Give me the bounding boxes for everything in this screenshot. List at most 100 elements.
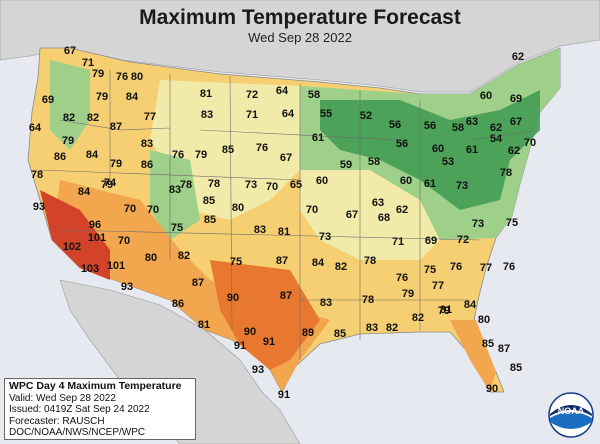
info-issued: Issued: 0419Z Sat Sep 24 2022 xyxy=(9,404,150,416)
temperature-label: 56 xyxy=(389,119,401,131)
temperature-label: 79 xyxy=(62,135,74,147)
temperature-label: 84 xyxy=(78,186,91,198)
temperature-label: 85 xyxy=(510,362,522,374)
temperature-label: 70 xyxy=(124,203,136,215)
temperature-label: 79 xyxy=(402,288,414,300)
temperature-label: 85 xyxy=(222,144,234,156)
temperature-label: 56 xyxy=(424,120,436,132)
temperature-label: 76 xyxy=(450,261,462,273)
temperature-label: 77 xyxy=(480,262,492,274)
temperature-label: 85 xyxy=(482,338,494,350)
temperature-label: 67 xyxy=(64,45,76,57)
zone-very-hot xyxy=(40,190,110,280)
gulf-water xyxy=(300,340,475,444)
zone-hot-orange xyxy=(210,260,320,370)
temperature-label: 63 xyxy=(466,116,478,128)
temperature-label: 69 xyxy=(42,94,54,106)
temperature-label: 84 xyxy=(86,149,99,161)
temperature-label: 91 xyxy=(234,340,246,352)
zone-neutral-2 xyxy=(300,170,440,260)
temperature-label: 67 xyxy=(346,209,358,221)
temperature-label: 54 xyxy=(490,133,503,145)
temperature-label: 82 xyxy=(335,261,347,273)
temperature-label: 62 xyxy=(512,51,524,63)
temperature-label: 71 xyxy=(82,57,94,69)
temperature-label: 69 xyxy=(425,235,437,247)
temperature-label: 76 xyxy=(256,142,268,154)
temperature-label: 60 xyxy=(480,90,492,102)
temperature-label: 62 xyxy=(490,122,502,134)
temperature-label: 79 xyxy=(96,91,108,103)
info-product: WPC Day 4 Maximum Temperature xyxy=(9,380,182,392)
temperature-label: 82 xyxy=(87,112,99,124)
temperature-label: 63 xyxy=(372,197,384,209)
temperature-label: 69 xyxy=(510,93,522,105)
temperature-label: 75 xyxy=(230,256,242,268)
temperature-label: 52 xyxy=(360,110,372,122)
temperature-label: 78 xyxy=(500,167,512,179)
temperature-label: 75 xyxy=(506,217,518,229)
temperature-label: 78 xyxy=(180,179,192,191)
temperature-label: 76 xyxy=(172,149,184,161)
temperature-label: 90 xyxy=(486,383,498,395)
info-valid: Valid: Wed Sep 28 2022 xyxy=(9,392,116,404)
temperature-label: 85 xyxy=(334,328,346,340)
temperature-label: 86 xyxy=(141,159,153,171)
temperature-label: 76 xyxy=(503,261,515,273)
temperature-label: 80 xyxy=(478,314,490,326)
temperature-label: 90 xyxy=(244,326,256,338)
temperature-label: 82 xyxy=(178,250,190,262)
noaa-logo-text: NOAA xyxy=(558,406,585,416)
temperature-label: 87 xyxy=(498,343,510,355)
zone-west-green xyxy=(50,60,90,150)
temperature-label: 102 xyxy=(63,241,81,253)
temperature-label: 85 xyxy=(204,214,216,226)
temperature-label: 79 xyxy=(92,68,104,80)
temperature-label: 85 xyxy=(203,195,215,207)
temperature-label: 83 xyxy=(320,297,332,309)
temperature-label: 60 xyxy=(400,175,412,187)
temperature-label: 87 xyxy=(110,121,122,133)
temperature-label: 70 xyxy=(147,204,159,216)
temperature-label: 84 xyxy=(464,299,477,311)
temperature-label: 76 xyxy=(116,71,128,83)
temperature-label: 86 xyxy=(54,151,66,163)
temperature-label: 81 xyxy=(198,319,210,331)
temperature-label: 96 xyxy=(89,219,101,231)
temperature-label: 101 xyxy=(107,260,125,272)
temperature-label: 79 xyxy=(195,149,207,161)
temperature-label: 64 xyxy=(276,85,289,97)
temperature-label: 75 xyxy=(424,264,436,276)
temperature-label: 89 xyxy=(302,327,314,339)
zone-cool-green xyxy=(320,90,540,210)
temperature-label: 79 xyxy=(101,179,113,191)
temperature-label: 72 xyxy=(457,234,469,246)
temperature-label: 80 xyxy=(145,252,157,264)
info-agency: DOC/NOAA/NWS/NCEP/WPC xyxy=(9,427,146,439)
noaa-logo-icon: NOAA xyxy=(548,392,594,438)
temperature-label: 83 xyxy=(141,138,153,150)
temperature-label: 70 xyxy=(266,181,278,193)
temperature-label: 82 xyxy=(412,312,424,324)
temperature-label: 91 xyxy=(263,336,275,348)
temperature-label: 78 xyxy=(362,294,374,306)
temperature-label: 73 xyxy=(245,179,257,191)
mexico-land xyxy=(59,279,301,444)
temperature-label: 86 xyxy=(172,298,184,310)
temperature-label: 61 xyxy=(424,178,436,190)
temperature-label: 93 xyxy=(33,201,45,213)
temperature-label: 75 xyxy=(171,222,183,234)
temperature-label: 78 xyxy=(208,178,220,190)
temperature-label: 62 xyxy=(396,204,408,216)
temperature-label: 79 xyxy=(438,305,450,317)
temperature-label: 70 xyxy=(306,204,318,216)
temperature-label: 74 xyxy=(104,177,117,189)
temperature-label: 83 xyxy=(201,109,213,121)
temperature-label: 64 xyxy=(282,108,295,120)
temperature-label: 73 xyxy=(456,180,468,192)
temperature-label: 93 xyxy=(252,364,264,376)
temperature-label: 64 xyxy=(29,122,42,134)
temperature-label: 60 xyxy=(432,143,444,155)
temperature-label: 62 xyxy=(508,145,520,157)
